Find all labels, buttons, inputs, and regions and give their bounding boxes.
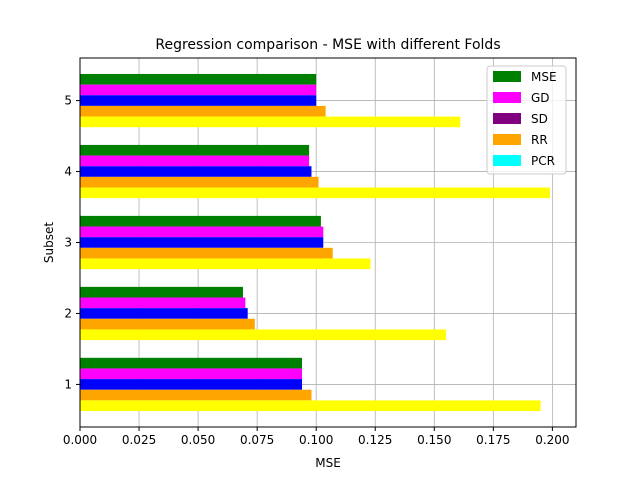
bar-pcr-subset-4 xyxy=(80,187,551,199)
legend-swatch-sd xyxy=(493,113,521,124)
y-axis-label: Subset xyxy=(42,222,56,263)
bar-sd-subset-1 xyxy=(80,379,303,390)
y-tick-label: 2 xyxy=(64,306,72,320)
x-tick-label: 0.150 xyxy=(417,433,451,447)
legend-label-mse: MSE xyxy=(531,70,557,84)
axes: 0.000 0.025 0.050 0.075 0.100 0.125 0.150 0.175… xyxy=(63,94,570,447)
bar-mse-subset-5 xyxy=(80,73,317,85)
x-tick-label: 0.175 xyxy=(476,433,510,447)
y-tick-label: 3 xyxy=(64,236,72,250)
legend-swatch-rr xyxy=(493,134,521,145)
legend-label-gd: GD xyxy=(531,91,550,105)
bar-rr-subset-1 xyxy=(80,389,312,401)
x-tick-label: 0.100 xyxy=(299,433,333,447)
x-tick-label: 0.075 xyxy=(240,433,274,447)
y-tick-label: 4 xyxy=(64,165,72,179)
bar-rr-subset-4 xyxy=(80,176,319,188)
bar-gd-subset-4 xyxy=(80,155,310,167)
bar-gd-subset-1 xyxy=(80,368,303,380)
bar-sd-subset-3 xyxy=(80,237,324,248)
legend: MSE GD SD RR PCR xyxy=(486,65,567,175)
bar-sd-subset-5 xyxy=(80,95,317,106)
y-tick-label: 1 xyxy=(64,377,72,391)
x-tick-label: 0.125 xyxy=(358,433,392,447)
bar-mse-subset-1 xyxy=(80,357,303,369)
bar-gd-subset-3 xyxy=(80,226,324,238)
x-tick-label: 0.000 xyxy=(63,433,97,447)
bar-pcr-subset-5 xyxy=(80,116,461,128)
bar-gd-subset-2 xyxy=(80,297,246,309)
x-tick-label: 0.200 xyxy=(535,433,569,447)
bar-rr-subset-2 xyxy=(80,318,255,330)
bar-gd-subset-5 xyxy=(80,84,317,96)
legend-label-sd: SD xyxy=(531,112,548,126)
legend-swatch-gd xyxy=(493,92,521,103)
bar-mse-subset-2 xyxy=(80,286,243,298)
bar-pcr-subset-1 xyxy=(80,400,541,412)
y-tick-label: 5 xyxy=(64,94,72,108)
x-tick-label: 0.050 xyxy=(181,433,215,447)
chart-title: Regression comparison - MSE with differe… xyxy=(155,37,500,53)
bars xyxy=(80,73,551,412)
legend-label-pcr: PCR xyxy=(531,154,555,168)
bar-mse-subset-4 xyxy=(80,144,310,156)
bar-sd-subset-4 xyxy=(80,166,312,177)
x-tick-label: 0.025 xyxy=(122,433,156,447)
legend-swatch-pcr xyxy=(493,155,521,166)
bar-pcr-subset-3 xyxy=(80,258,371,270)
bar-pcr-subset-2 xyxy=(80,329,447,341)
legend-label-rr: RR xyxy=(531,133,548,147)
bar-mse-subset-3 xyxy=(80,215,321,227)
legend-swatch-mse xyxy=(493,71,521,82)
bar-rr-subset-3 xyxy=(80,247,333,259)
bar-sd-subset-2 xyxy=(80,308,248,319)
bar-rr-subset-5 xyxy=(80,105,326,117)
x-axis-label: MSE xyxy=(315,456,341,470)
